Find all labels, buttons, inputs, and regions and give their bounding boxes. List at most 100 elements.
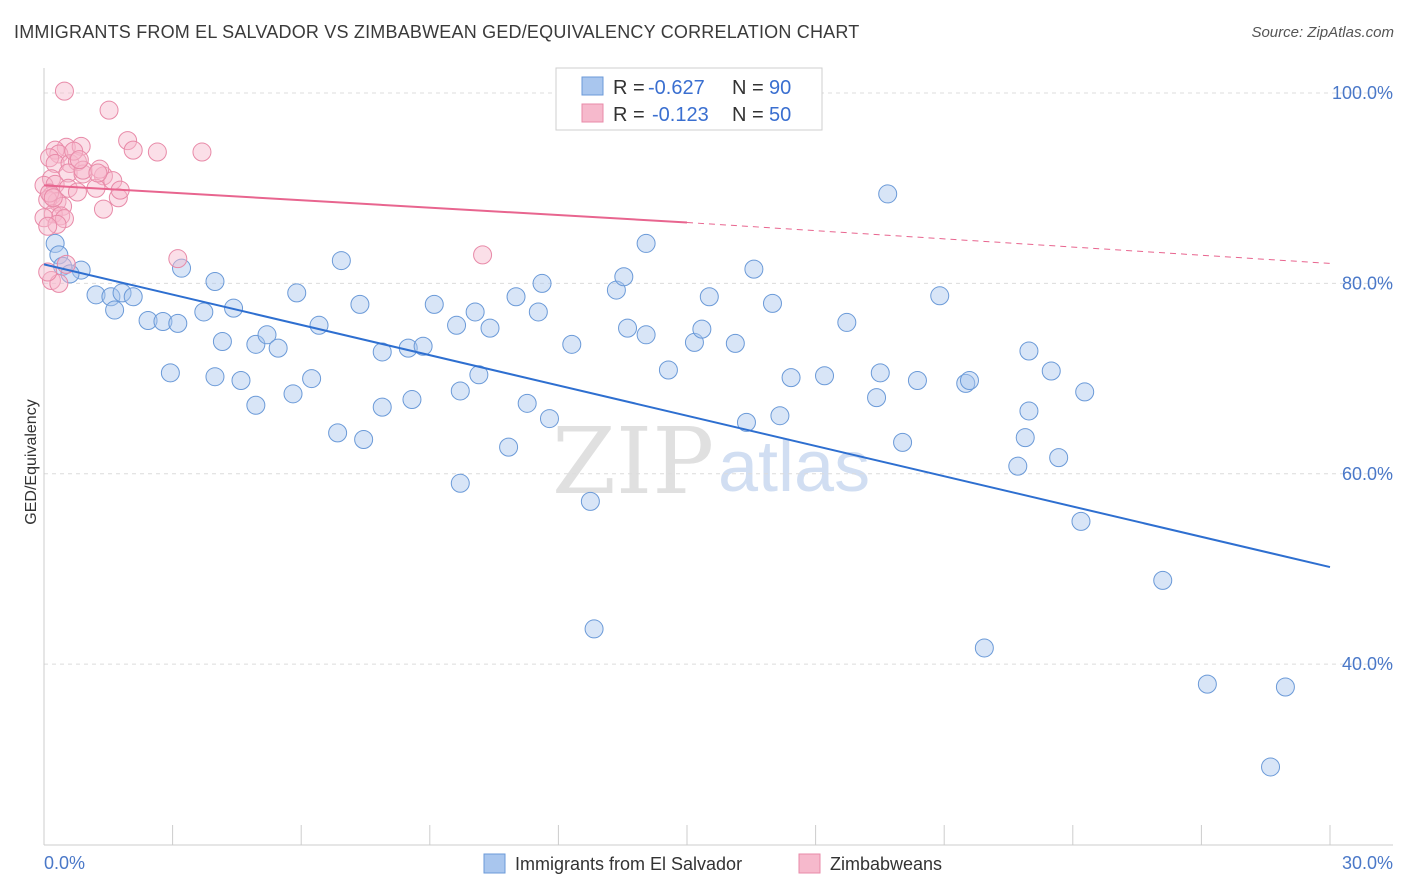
data-point [328,423,348,443]
data-point [402,390,422,410]
stats-blue-n-label: N = [732,77,764,99]
data-point [205,272,225,292]
data-point [699,287,719,307]
data-point [302,369,322,389]
data-point [725,333,745,353]
data-point [45,233,65,253]
trend-line-zimbabweans-extension [686,221,1331,264]
data-point [770,406,790,426]
y-tick-label: 60.0% [1342,464,1393,484]
data-point [1041,361,1061,381]
data-point [40,148,60,168]
data-point [38,262,58,282]
legend-blue-swatch[interactable] [483,853,506,874]
data-point [636,233,656,253]
data-point [413,336,433,356]
data-point [38,216,58,236]
data-point [354,430,374,450]
stats-pink-swatch [581,103,604,123]
data-point [1008,456,1028,476]
data-point [506,287,526,307]
data-point [815,366,835,386]
stats-blue-n-value: 90 [769,77,791,99]
data-point [1275,677,1295,697]
watermark-zip: ZIP [552,408,714,515]
data-point [878,184,898,204]
data-point [636,325,656,345]
y-axis-label: GED/Equivalency [23,399,40,524]
data-point [956,373,976,393]
data-point [168,313,188,333]
legend-pink-label[interactable]: Zimbabweans [830,854,942,874]
data-point [246,395,266,415]
data-point [974,638,994,658]
data-point [762,293,782,313]
y-tick-label: 80.0% [1342,273,1393,293]
data-point [49,245,69,265]
data-point [867,388,887,408]
data-point [1015,428,1035,448]
data-point [268,338,288,358]
data-point [99,100,119,120]
data-point [67,182,87,202]
data-point [283,384,303,404]
data-point [562,334,582,354]
stats-pink-n-label: N = [732,104,764,126]
data-point [1197,674,1217,694]
data-point [744,259,764,279]
data-point [372,342,392,362]
x-tick-label-min: 0.0% [44,853,85,873]
data-point [781,368,801,388]
data-point [580,491,600,511]
data-point [86,285,106,305]
data-point [1019,341,1039,361]
x-tick-label-max: 30.0% [1342,853,1393,873]
y-tick-label: 40.0% [1342,654,1393,674]
data-point [584,619,604,639]
legend-blue-label[interactable]: Immigrants from El Salvador [515,854,742,874]
data-point [447,315,467,335]
trend-lines [43,184,1331,569]
data-point [465,302,485,322]
bottom-legend: Immigrants from El Salvador Zimbabweans [483,853,942,874]
data-point [287,283,307,303]
stats-pink-r-value: -0.123 [652,104,709,126]
data-point [450,381,470,401]
data-point [350,294,370,314]
data-point [837,312,857,332]
stats-legend: R = -0.627 N = 90 R = -0.123 N = 50 [555,67,823,131]
data-point [532,273,552,293]
data-point [736,412,756,432]
data-point [93,166,113,186]
data-point [231,370,251,390]
data-point [257,325,277,345]
data-point [112,283,132,303]
data-point [194,302,214,322]
data-point [93,199,113,219]
data-point [172,258,192,278]
source-label: Source: ZipAtlas.com [1251,24,1394,41]
data-point [870,363,890,383]
data-point [168,249,188,269]
data-point [246,334,266,354]
trend-line-zimbabweans [43,184,688,224]
data-point [45,153,65,173]
data-point [147,142,167,162]
stats-pink-n-value: 50 [769,104,791,126]
data-point [212,331,232,351]
stats-blue-swatch [581,76,604,96]
data-point [618,318,638,338]
data-point [43,188,63,208]
data-point [372,397,392,417]
data-point [614,267,634,287]
data-point [499,437,519,457]
data-point [138,311,158,331]
legend-pink-swatch[interactable] [798,853,821,874]
y-tick-label: 100.0% [1332,83,1393,103]
data-point [480,318,500,338]
data-point [1019,401,1039,421]
data-point [1049,448,1069,468]
data-point [105,300,125,320]
series-el-salvador [45,184,1295,777]
data-point [88,163,108,183]
